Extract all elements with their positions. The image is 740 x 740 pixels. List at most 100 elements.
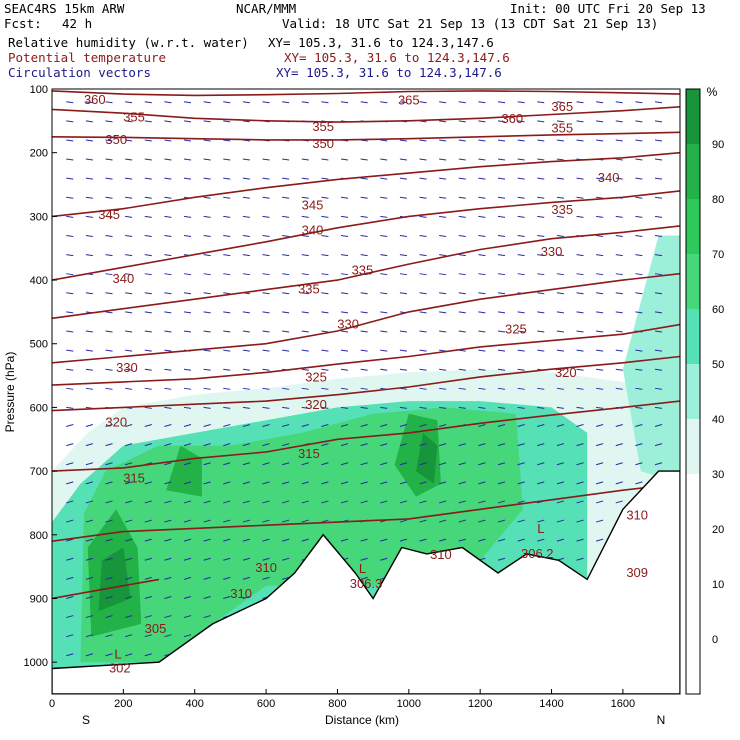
wind-vector xyxy=(497,158,506,161)
wind-vector xyxy=(478,101,486,104)
wind-vector xyxy=(576,196,584,199)
wind-vector xyxy=(183,177,192,180)
wind-vector xyxy=(615,330,623,333)
wind-vector xyxy=(144,234,152,237)
wind-vector xyxy=(125,538,133,542)
wind-vector xyxy=(576,120,584,123)
colorbar-swatch xyxy=(686,199,700,254)
forecast-label: Fcst: xyxy=(4,16,42,31)
wind-vector xyxy=(439,481,447,485)
theta-contour-355 xyxy=(52,106,680,123)
wind-vector xyxy=(360,406,368,409)
wind-vector xyxy=(125,215,133,218)
wind-vector xyxy=(301,158,309,161)
wind-vector xyxy=(242,538,251,542)
contour-label: 350 xyxy=(312,136,334,151)
wind-vector xyxy=(478,254,486,257)
wind-vector xyxy=(340,196,349,199)
wind-vector xyxy=(203,406,211,409)
wind-vector xyxy=(203,120,211,123)
colorbar-tick-label: 0 xyxy=(712,634,718,646)
wind-vector xyxy=(242,576,251,580)
wind-vector xyxy=(654,177,663,180)
wind-vector xyxy=(537,215,545,218)
wind-vector xyxy=(497,101,506,104)
wind-vector xyxy=(340,538,349,542)
wind-vector xyxy=(262,538,270,542)
contour-label: 340 xyxy=(302,222,324,237)
wind-vector xyxy=(242,387,250,390)
wind-vector xyxy=(105,215,113,218)
wind-vector xyxy=(321,254,329,257)
wind-vector xyxy=(125,481,133,485)
wind-vector xyxy=(517,387,525,390)
wind-vector xyxy=(125,615,133,619)
wind-vector xyxy=(517,215,525,218)
wind-vector xyxy=(478,462,486,466)
wind-vector xyxy=(478,519,486,523)
wind-vector xyxy=(203,557,211,561)
wind-vector xyxy=(144,273,152,276)
wind-vector xyxy=(301,234,309,237)
wind-vector xyxy=(497,368,506,371)
wind-vector xyxy=(439,254,447,257)
wind-vector xyxy=(596,462,604,466)
wind-vector xyxy=(66,481,74,485)
wind-vector xyxy=(164,519,172,523)
wind-vector xyxy=(125,234,133,237)
wind-vector xyxy=(164,595,172,599)
wind-vector xyxy=(203,387,211,390)
wind-vector xyxy=(399,330,407,333)
wind-vector xyxy=(301,462,309,466)
wind-vector xyxy=(242,595,251,599)
colorbar-swatch xyxy=(686,584,700,639)
wind-vector xyxy=(321,196,329,199)
theta-contour-310 xyxy=(52,483,680,542)
wind-vector xyxy=(144,538,152,542)
wind-vector xyxy=(282,101,290,104)
wind-vector xyxy=(105,158,113,161)
wind-vector xyxy=(66,576,74,580)
wind-vector xyxy=(105,538,113,542)
wind-vector xyxy=(223,158,231,161)
wind-vector xyxy=(242,273,250,276)
wind-vector xyxy=(497,330,506,333)
wind-vector xyxy=(360,234,368,237)
wind-vector xyxy=(321,234,329,237)
contour-label: 335 xyxy=(298,282,320,297)
wind-vector xyxy=(144,634,152,638)
contour-label: 310 xyxy=(626,508,648,523)
wind-vector xyxy=(66,101,74,104)
wind-vector xyxy=(301,424,309,428)
wind-vector xyxy=(301,177,309,180)
wind-vector xyxy=(517,273,525,276)
wind-vector xyxy=(105,462,113,466)
colorbar-swatch xyxy=(686,529,700,584)
wind-vector xyxy=(301,254,309,257)
wind-vector xyxy=(223,500,231,504)
wind-vector xyxy=(537,196,545,199)
wind-vector xyxy=(596,538,604,542)
wind-vector xyxy=(340,349,349,352)
wind-vector xyxy=(125,311,133,314)
colorbar-tick-label: 50 xyxy=(712,359,724,371)
wind-vector xyxy=(164,368,172,371)
wind-vector xyxy=(105,349,113,352)
wind-vector xyxy=(282,215,290,218)
wind-vector xyxy=(635,196,643,199)
wind-vector xyxy=(517,158,525,161)
wind-vector xyxy=(301,481,309,485)
wind-vector xyxy=(85,424,94,428)
wind-vector xyxy=(478,424,486,428)
wind-vector xyxy=(399,424,408,428)
wind-vector xyxy=(596,481,604,485)
wind-vector xyxy=(282,292,290,295)
wind-vector xyxy=(497,500,506,504)
wind-vector xyxy=(360,311,368,314)
colorbar-tick-label: 40 xyxy=(712,414,724,426)
wind-vector xyxy=(242,254,250,257)
wind-vector xyxy=(556,538,565,542)
wind-vector xyxy=(517,349,525,352)
wind-vector xyxy=(654,139,663,142)
wind-vector xyxy=(654,330,663,333)
